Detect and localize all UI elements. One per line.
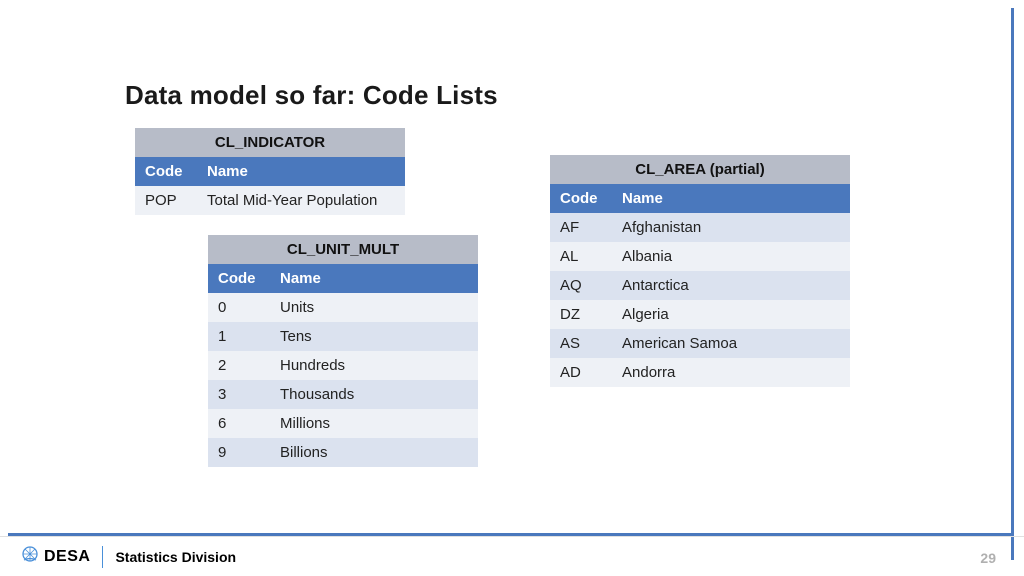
cell-code: 3 [208,380,270,409]
footer: DESA Statistics Division 29 [0,536,1024,576]
cell-code: 1 [208,322,270,351]
table-cl-area: CL_AREA (partial) Code Name AFAfghanista… [550,155,850,387]
cell-name: Albania [612,242,850,271]
org-name: DESA [44,548,90,566]
col-code: Code [135,157,197,186]
page-number: 29 [980,550,996,566]
cell-name: Units [270,293,478,322]
cell-code: 6 [208,409,270,438]
cell-code: 0 [208,293,270,322]
table-row: 1Tens [208,322,478,351]
cell-name: Total Mid-Year Population [197,186,405,215]
table-row: POP Total Mid-Year Population [135,186,405,215]
table-row: ADAndorra [550,358,850,387]
slide: Data model so far: Code Lists CL_INDICAT… [0,0,1024,576]
cell-name: Billions [270,438,478,467]
cell-name: Millions [270,409,478,438]
table-caption: CL_INDICATOR [135,128,405,157]
cell-code: POP [135,186,197,215]
division-name: Statistics Division [115,549,236,565]
cell-name: Afghanistan [612,213,850,242]
col-code: Code [550,184,612,213]
cell-code: AF [550,213,612,242]
table-row: 3Thousands [208,380,478,409]
cell-name: Thousands [270,380,478,409]
table-row: 6Millions [208,409,478,438]
frame-right [1011,8,1014,560]
table-cl-indicator: CL_INDICATOR Code Name POP Total Mid-Yea… [135,128,405,215]
table-row: ASAmerican Samoa [550,329,850,358]
table-row: 0Units [208,293,478,322]
footer-divider [102,546,103,568]
table-row: AFAfghanistan [550,213,850,242]
cell-code: AS [550,329,612,358]
cell-name: Tens [270,322,478,351]
cell-code: DZ [550,300,612,329]
cell-code: AQ [550,271,612,300]
table-row: ALAlbania [550,242,850,271]
col-name: Name [270,264,478,293]
org-logo: DESA [20,544,90,569]
table-row: AQAntarctica [550,271,850,300]
table-cl-unit-mult: CL_UNIT_MULT Code Name 0Units 1Tens 2Hun… [208,235,478,467]
table-row: 9Billions [208,438,478,467]
cell-code: AL [550,242,612,271]
cell-name: Andorra [612,358,850,387]
table-caption: CL_UNIT_MULT [208,235,478,264]
cell-name: Algeria [612,300,850,329]
cell-code: 9 [208,438,270,467]
table-row: 2Hundreds [208,351,478,380]
col-code: Code [208,264,270,293]
cell-name: American Samoa [612,329,850,358]
slide-title: Data model so far: Code Lists [125,80,498,111]
col-name: Name [612,184,850,213]
col-name: Name [197,157,405,186]
cell-code: AD [550,358,612,387]
cell-code: 2 [208,351,270,380]
table-caption: CL_AREA (partial) [550,155,850,184]
un-emblem-icon [20,544,40,569]
cell-name: Hundreds [270,351,478,380]
cell-name: Antarctica [612,271,850,300]
table-row: DZAlgeria [550,300,850,329]
